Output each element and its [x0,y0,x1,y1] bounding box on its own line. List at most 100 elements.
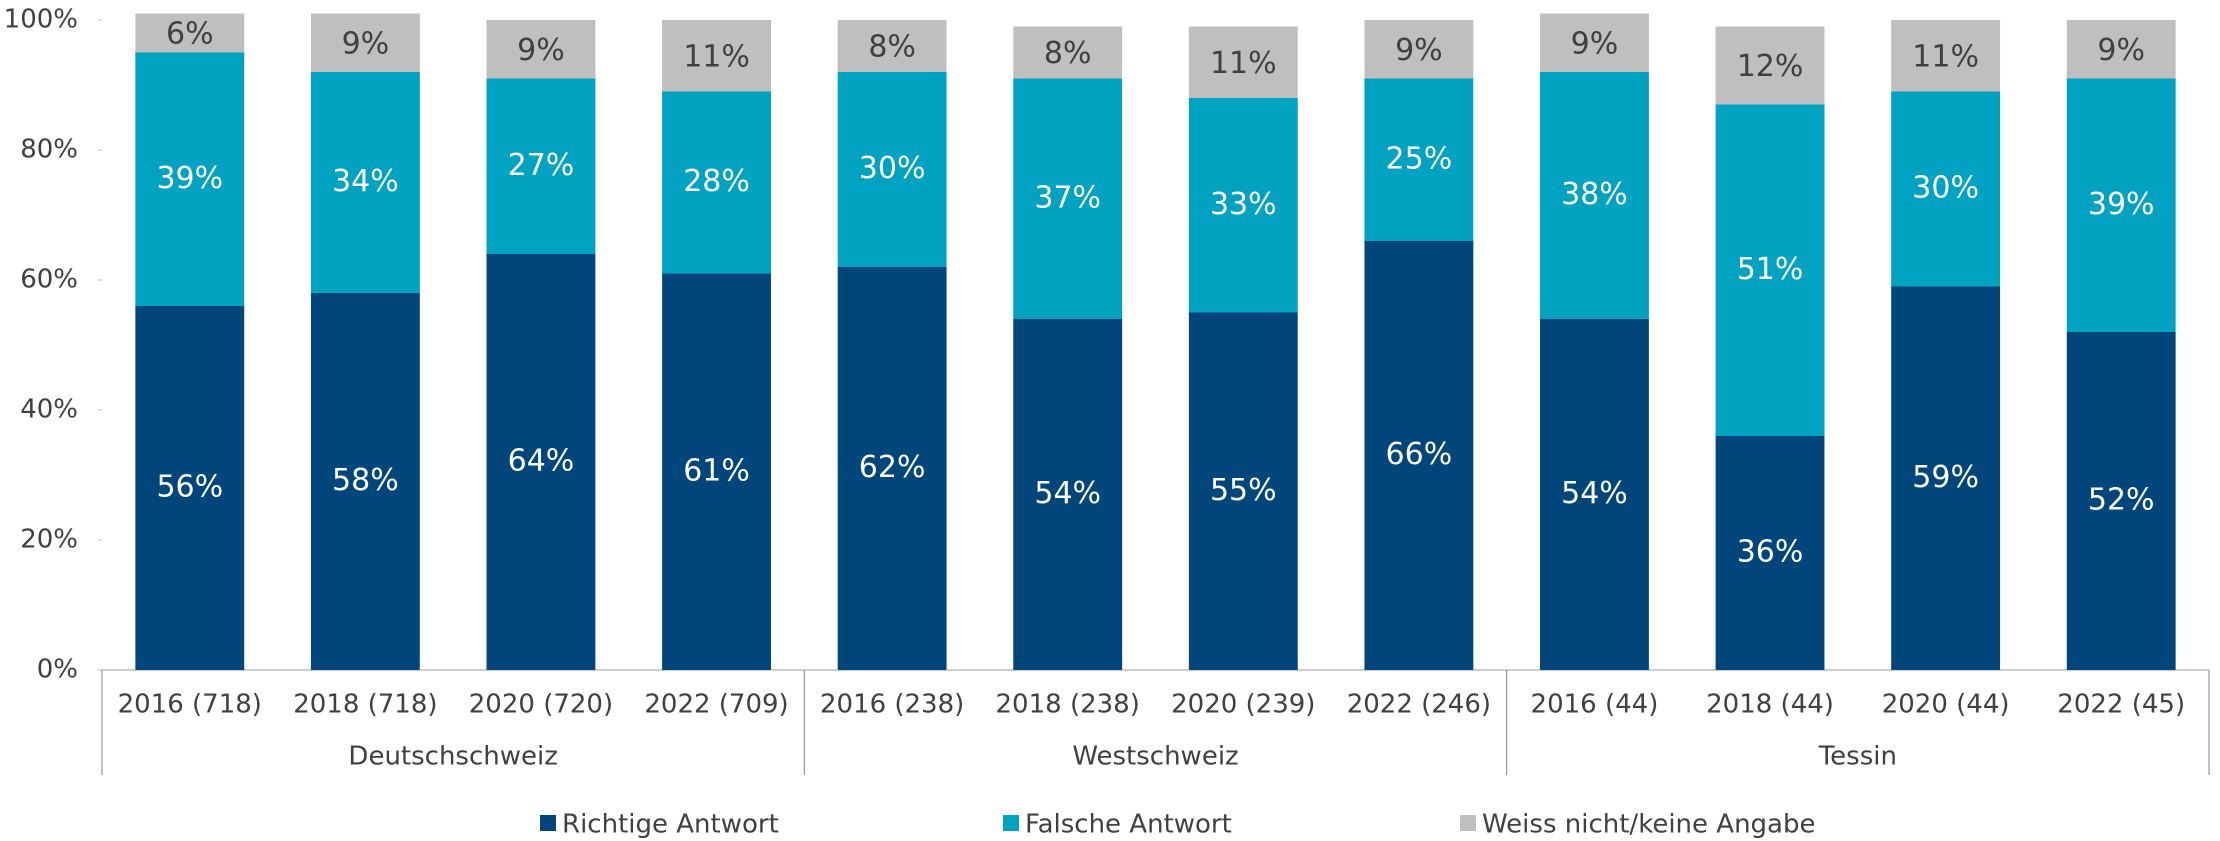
data-label: 66% [1386,437,1453,472]
data-label: 9% [1571,26,1619,61]
bar-segment [135,52,245,306]
bar-segment [1715,26,1825,105]
data-label: 58% [332,463,399,498]
bar-segment [1891,91,2001,287]
bar-segment [662,20,771,92]
data-label: 52% [2088,483,2155,518]
data-label: 28% [683,164,750,199]
bar-segment [1540,72,1649,319]
bar-segment [2066,332,2176,670]
data-label: 56% [156,470,223,505]
bar-segment [1013,78,1123,319]
x-tick-label: 2020 (44) [1882,690,2010,720]
bar-segment [486,254,596,670]
data-label: 61% [683,453,750,488]
bar-segment [1715,104,1825,436]
data-label: 64% [508,444,575,479]
bar-segment [1891,286,2001,670]
x-tick-label: 2018 (238) [996,690,1140,720]
data-label: 38% [1561,177,1628,212]
y-tick-label: 40% [20,395,78,425]
bar-segment [1540,319,1649,670]
data-label: 11% [1912,39,1979,74]
data-label: 6% [166,17,214,52]
data-label: 37% [1034,180,1101,215]
data-label: 33% [1210,187,1277,222]
y-tick-label: 60% [20,265,78,295]
legend-swatch [540,815,556,831]
bar-segment [1364,241,1474,670]
y-tick-label: 80% [20,135,78,165]
legend-swatch [1003,815,1019,831]
x-tick-label: 2020 (720) [469,690,613,720]
bar-segment [1013,319,1123,670]
bar-segment [1013,26,1123,79]
data-label: 54% [1561,476,1628,511]
legend-label: Richtige Antwort [562,810,779,840]
data-label: 9% [2097,33,2145,68]
group-label: Westschweiz [1072,742,1238,772]
data-label: 12% [1737,49,1804,84]
y-tick-label: 20% [20,525,78,555]
x-tick-label: 2016 (44) [1531,690,1659,720]
bar-segment [486,20,596,79]
x-tick-label: 2018 (718) [293,690,437,720]
y-tick-label: 0% [37,655,78,685]
x-tick-label: 2022 (45) [2057,690,2185,720]
bar-segment [1715,436,1825,670]
bar-segment [310,72,420,293]
data-label: 36% [1737,535,1804,570]
data-label: 51% [1737,252,1804,287]
bar-segment [662,91,771,274]
data-label: 9% [342,26,390,61]
data-label: 11% [1210,46,1277,81]
bar-segment [1891,20,2001,92]
x-tick-label: 2022 (709) [644,690,788,720]
bar-segment [1188,98,1298,313]
bar-segment [486,78,596,254]
bar-segment [1364,20,1474,79]
legend-label: Weiss nicht/keine Angabe [1482,810,1815,840]
data-label: 30% [1912,171,1979,206]
group-label: Tessin [1818,742,1897,772]
legend-label: Falsche Antwort [1025,810,1232,840]
x-tick-label: 2018 (44) [1706,690,1834,720]
bar-segment [1364,78,1474,241]
bar-segment [135,13,245,53]
legend-swatch [1460,815,1476,831]
x-tick-label: 2020 (239) [1171,690,1315,720]
bar-segment [837,267,947,670]
bar-segment [1540,13,1649,72]
data-label: 55% [1210,473,1277,508]
data-label: 59% [1912,460,1979,495]
data-label: 34% [332,164,399,199]
group-label: Deutschschweiz [348,742,557,772]
bar-segment [1188,312,1298,670]
bar-segment [662,273,771,670]
y-tick-label: 100% [4,5,78,35]
bar-segment [310,13,420,72]
data-label: 27% [508,148,575,183]
x-tick-label: 2016 (238) [820,690,964,720]
bar-segment [1188,26,1298,98]
x-tick-label: 2016 (718) [118,690,262,720]
data-label: 8% [868,30,916,65]
bar-segment [2066,78,2176,332]
data-label: 62% [859,450,926,485]
data-label: 11% [683,39,750,74]
data-label: 30% [859,151,926,186]
bar-segment [2066,20,2176,79]
data-label: 54% [1034,476,1101,511]
data-label: 8% [1044,36,1092,71]
data-label: 39% [156,161,223,196]
data-label: 9% [517,33,565,68]
data-label: 9% [1395,33,1443,68]
x-tick-label: 2022 (246) [1347,690,1491,720]
bar-segment [837,20,947,72]
bar-segment [837,72,947,267]
bar-segment [310,293,420,670]
data-label: 25% [1386,141,1453,176]
data-label: 39% [2088,187,2155,222]
bar-segment [135,306,245,670]
